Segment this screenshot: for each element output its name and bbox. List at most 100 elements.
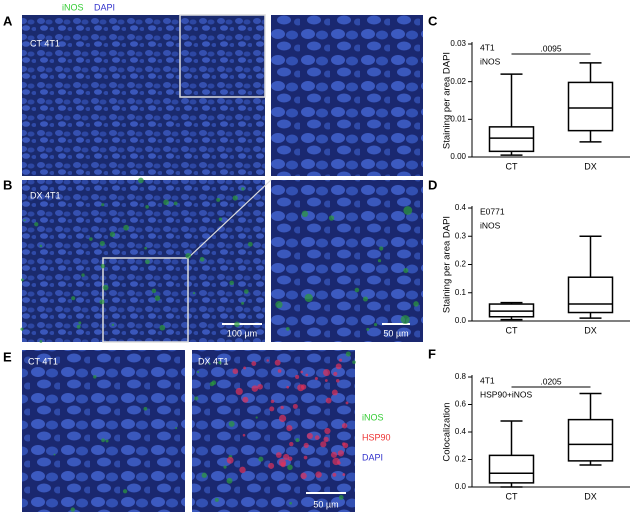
stain-spot: [39, 339, 43, 343]
y-tick-label: 0.1: [455, 288, 467, 297]
stain-spot: [251, 361, 257, 366]
image-label: CT 4T1: [28, 356, 58, 366]
box: [567, 418, 614, 462]
stain-spot: [76, 324, 81, 329]
stain-spot: [283, 453, 290, 461]
stain-spot: [333, 371, 338, 376]
significance-label: .0095: [540, 43, 562, 53]
x-tick-label: DX: [584, 491, 597, 501]
stain-spot: [345, 351, 351, 357]
stain-spot: [342, 473, 346, 476]
stain-spot: [122, 489, 128, 494]
annotation: iNOS: [480, 220, 501, 230]
stain-spot: [214, 497, 219, 502]
stain-spot: [338, 495, 344, 500]
stain-spot: [71, 296, 76, 301]
y-tick-label: 0.4: [455, 203, 467, 212]
scale-bar-label: 100 µm: [227, 328, 257, 338]
stain-spot: [286, 385, 290, 389]
stain-spot: [337, 450, 345, 457]
x-tick-label: CT: [506, 161, 518, 171]
stain-spot: [243, 366, 247, 370]
stain-spot: [100, 263, 106, 269]
stain-spot: [335, 363, 342, 370]
stain-spot: [280, 405, 284, 410]
stain-spot: [341, 423, 348, 429]
stain-spot: [289, 441, 294, 447]
stain-spot: [70, 507, 76, 512]
stain-spot: [315, 471, 322, 478]
stain-spot: [269, 406, 275, 412]
stain-spot: [34, 222, 39, 227]
y-tick-label: 0.6: [455, 400, 467, 409]
stain-spot: [101, 203, 105, 207]
y-tick-label: 0.2: [455, 455, 467, 464]
stain-spot: [163, 199, 169, 206]
stain-spot: [278, 414, 287, 423]
y-tick-label: 0.4: [455, 427, 467, 436]
stain-spot: [304, 293, 313, 303]
stain-spot: [337, 461, 341, 465]
stain-spot: [377, 259, 382, 263]
micrograph: [22, 350, 185, 512]
stain-spot: [328, 215, 335, 221]
stain-spot: [144, 246, 148, 250]
stain-spot: [295, 374, 300, 380]
stain-spot: [362, 296, 368, 302]
stain-spots: [20, 177, 419, 512]
legend-dapi: DAPI: [94, 2, 115, 12]
panel-letter: E: [3, 349, 12, 364]
stain-spot: [258, 456, 264, 462]
panel-letter: D: [428, 177, 437, 192]
y-tick-label: 0.00: [450, 152, 466, 161]
significance-label: .0205: [540, 376, 562, 386]
stain-spot: [379, 246, 384, 251]
stain-spot: [270, 399, 275, 404]
box: [567, 276, 614, 314]
scale-bar-label: 50 µm: [313, 499, 338, 509]
stain-spot: [366, 327, 370, 331]
panel-letter: C: [428, 13, 438, 28]
stain-spot: [151, 288, 157, 294]
stain-spot: [268, 462, 275, 469]
stain-spot: [175, 427, 178, 430]
stain-spot: [216, 197, 221, 202]
image-label: DX 4T1: [198, 356, 229, 366]
stain-spot: [323, 369, 331, 377]
stain-spot: [280, 461, 286, 468]
y-tick-label: 0.01: [450, 114, 466, 123]
stain-spot: [403, 206, 413, 215]
stain-spot: [143, 406, 148, 411]
y-tick-label: 0.03: [450, 39, 466, 48]
stain-spot: [303, 455, 308, 460]
stain-spot: [101, 438, 105, 443]
stain-spot: [335, 378, 340, 383]
stain-spot: [289, 501, 293, 505]
stain-spot: [251, 385, 259, 392]
stain-spot: [201, 472, 207, 478]
stain-spot: [145, 259, 150, 265]
stain-spot: [300, 370, 304, 374]
stain-spot: [239, 466, 246, 474]
stain-spot: [352, 360, 356, 365]
stain-spot: [242, 433, 246, 437]
stain-spot: [324, 427, 331, 435]
stain-spot: [20, 278, 24, 282]
x-tick-label: DX: [584, 325, 597, 335]
stain-spot: [403, 267, 409, 274]
stain-spot: [373, 323, 378, 327]
stain-spot: [138, 177, 144, 184]
stain-spot: [209, 381, 215, 387]
stain-spot: [330, 451, 338, 458]
panel-letter: A: [3, 13, 13, 28]
stain-spot: [295, 438, 300, 443]
stain-spot: [303, 442, 309, 448]
stain-spot: [173, 201, 178, 206]
stain-spot: [324, 379, 328, 382]
annotation: HSP90+iNOS: [480, 389, 533, 399]
stain-spot: [93, 375, 97, 379]
stain-spot: [228, 420, 235, 427]
stain-spot: [332, 472, 337, 477]
stain-spot: [320, 441, 327, 448]
